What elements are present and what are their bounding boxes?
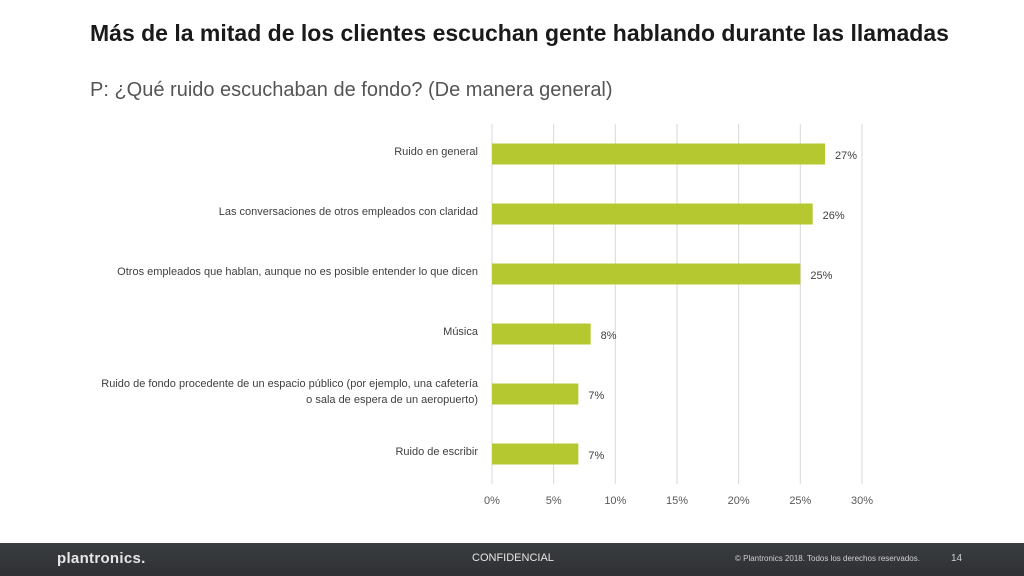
copyright-text: © Plantronics 2018. Todos los derechos r…	[735, 554, 920, 563]
category-label: Ruido en general	[394, 146, 478, 158]
bar	[492, 383, 579, 405]
x-tick-label: 10%	[604, 495, 626, 507]
bar	[492, 263, 801, 285]
bar	[492, 203, 813, 225]
page-number: 14	[951, 553, 963, 564]
category-label: Música	[443, 326, 478, 338]
category-label: Ruido de escribir	[395, 446, 478, 458]
footer-bar: plantronics. CONFIDENCIAL © Plantronics …	[0, 543, 1024, 576]
x-tick-label: 30%	[851, 495, 873, 507]
x-tick-label: 15%	[666, 495, 688, 507]
slide-subtitle: P: ¿Qué ruido escuchaban de fondo? (De m…	[90, 79, 613, 101]
bar	[492, 443, 579, 465]
bar	[492, 323, 591, 345]
data-label: 25%	[810, 270, 832, 282]
x-tick-label: 5%	[546, 495, 562, 507]
data-label: 7%	[588, 390, 604, 402]
data-label: 8%	[601, 330, 617, 342]
category-label: Ruido de fondo procedente de un espacio …	[101, 378, 478, 406]
x-tick-label: 0%	[484, 495, 500, 507]
x-tick-label: 20%	[728, 495, 750, 507]
plantronics-logo: plantronics.	[57, 550, 146, 567]
bar	[492, 143, 825, 165]
data-label: 7%	[588, 450, 604, 462]
category-label: Otros empleados que hablan, aunque no es…	[117, 266, 478, 278]
confidential-label: CONFIDENCIAL	[472, 552, 554, 564]
slide-title: Más de la mitad de los clientes escuchan…	[90, 20, 949, 46]
x-tick-label: 25%	[789, 495, 811, 507]
bar-chart: 0% 5% 10% 15% 20% 25% 30% 27% 26% 25% 8% 7% 7%	[484, 124, 873, 507]
data-label: 26%	[823, 210, 845, 222]
data-label: 27%	[835, 150, 857, 162]
category-label: Las conversaciones de otros empleados co…	[218, 206, 478, 218]
